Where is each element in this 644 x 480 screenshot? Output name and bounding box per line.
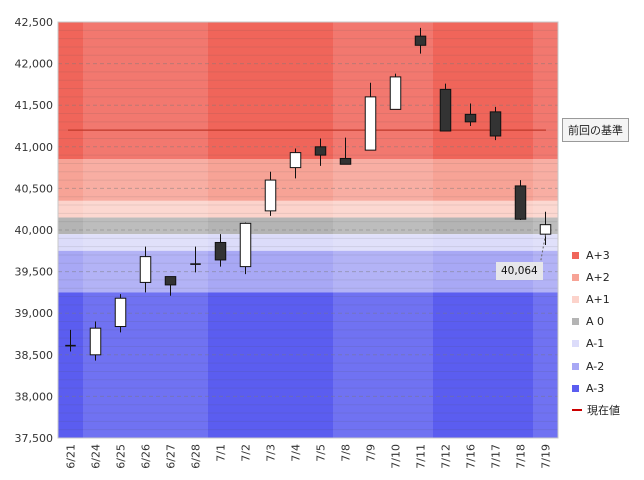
legend-swatch xyxy=(572,384,579,392)
y-tick-label: 42,500 xyxy=(15,16,54,29)
y-tick-label: 40,500 xyxy=(15,182,54,195)
x-tick-label: 7/10 xyxy=(390,444,403,469)
legend-item-a-plus-1: A+1 xyxy=(572,288,642,310)
candle-body xyxy=(89,327,102,356)
legend-item-a-minus-1: A-1 xyxy=(572,333,642,355)
legend-swatch xyxy=(572,295,579,303)
zone-band xyxy=(58,234,558,251)
legend-label: A+2 xyxy=(586,270,610,284)
y-tick-label: 37,500 xyxy=(15,432,54,445)
candle-body xyxy=(239,222,252,268)
y-tick-label: 39,000 xyxy=(15,307,54,320)
x-tick-label: 7/2 xyxy=(240,444,253,462)
x-tick-label: 7/3 xyxy=(265,444,278,462)
legend-label: A-1 xyxy=(586,337,605,351)
y-tick-label: 42,000 xyxy=(15,58,54,71)
legend-swatch xyxy=(572,340,579,348)
legend-label: A-3 xyxy=(586,381,605,395)
legend-line xyxy=(572,409,582,412)
zone-band xyxy=(58,200,558,218)
current-value-label: 40,064 xyxy=(496,262,543,280)
legend-swatch xyxy=(572,273,579,281)
candle-body xyxy=(439,88,452,132)
candle-body xyxy=(289,152,302,169)
x-tick-label: 7/4 xyxy=(290,444,303,462)
zone-band xyxy=(58,292,558,438)
x-tick-label: 7/12 xyxy=(440,444,453,469)
y-tick-label: 39,500 xyxy=(15,266,54,279)
legend-label: 現在値 xyxy=(587,404,620,418)
legend-label: A-2 xyxy=(586,359,605,373)
x-tick-label: 7/9 xyxy=(365,444,378,462)
y-tick-label: 38,500 xyxy=(15,349,54,362)
candle-body xyxy=(214,241,227,261)
plot-frame xyxy=(57,21,559,439)
legend-item-a-plus-3: A+3 xyxy=(572,244,642,266)
x-tick-label: 7/11 xyxy=(415,444,428,469)
week-shade xyxy=(83,22,208,438)
candle-body xyxy=(414,35,427,46)
x-tick-label: 7/5 xyxy=(315,444,328,462)
x-tick-label: 6/28 xyxy=(190,444,203,469)
x-tick-label: 7/16 xyxy=(465,444,478,469)
candle-body xyxy=(164,276,177,286)
candle-body xyxy=(514,185,527,220)
y-tick-label: 38,000 xyxy=(15,390,54,403)
x-tick-label: 6/26 xyxy=(140,444,153,469)
legend: A+3 A+2 A+1 A 0 A-1 A-2 A-3 現在値 xyxy=(572,244,642,422)
x-tick-label: 7/18 xyxy=(515,444,528,469)
candle-body xyxy=(114,297,127,328)
candle-body xyxy=(389,76,402,110)
candle-body xyxy=(339,157,352,165)
zone-band xyxy=(58,159,558,201)
x-tick-label: 7/19 xyxy=(540,444,553,469)
zone-band xyxy=(58,22,558,160)
legend-label: A+3 xyxy=(586,248,610,262)
x-tick-label: 6/21 xyxy=(65,444,78,469)
y-tick-label: 41,500 xyxy=(15,99,54,112)
x-tick-label: 7/1 xyxy=(215,444,228,462)
reference-level-label: 前回の基準 xyxy=(562,118,629,142)
legend-swatch xyxy=(572,318,579,326)
y-tick-label: 40,000 xyxy=(15,224,54,237)
candle-body xyxy=(539,224,552,235)
candle-body xyxy=(364,96,377,151)
legend-item-current-price: 現在値 xyxy=(572,399,642,421)
candle-body xyxy=(464,113,477,123)
legend-item-a-plus-2: A+2 xyxy=(572,266,642,288)
legend-label: A 0 xyxy=(586,315,605,329)
x-tick-label: 7/8 xyxy=(340,444,353,462)
candle-body xyxy=(314,146,327,156)
x-tick-label: 6/27 xyxy=(165,444,178,469)
zone-band xyxy=(58,217,558,235)
legend-swatch xyxy=(572,251,579,259)
candle-body xyxy=(489,111,502,137)
candle-body xyxy=(264,179,277,212)
legend-item-a-minus-2: A-2 xyxy=(572,355,642,377)
week-shade xyxy=(333,22,433,438)
x-tick-label: 7/17 xyxy=(490,444,503,469)
x-tick-label: 6/24 xyxy=(90,444,103,469)
legend-item-a-minus-3: A-3 xyxy=(572,377,642,399)
legend-swatch xyxy=(572,362,579,370)
legend-item-a-0: A 0 xyxy=(572,311,642,333)
x-tick-label: 6/25 xyxy=(115,444,128,469)
legend-label: A+1 xyxy=(586,292,610,306)
candle-body xyxy=(139,256,152,283)
y-tick-label: 41,000 xyxy=(15,141,54,154)
